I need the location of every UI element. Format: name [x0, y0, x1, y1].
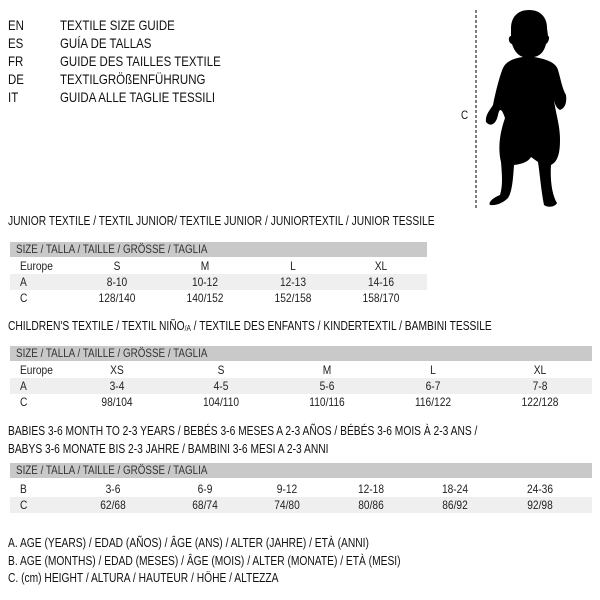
- row-shade: [10, 378, 592, 394]
- table-cell: 122/128: [521, 395, 559, 409]
- legend-item: B. AGE (MONTHS) / EDAD (MESES) / ÂGE (MO…: [8, 554, 401, 568]
- row-shade: [10, 274, 427, 290]
- table-cell: 86/92: [442, 498, 468, 512]
- table-cell: 6-9: [197, 482, 213, 496]
- table-cell: M: [322, 363, 332, 377]
- table-cell: 98/104: [101, 395, 133, 409]
- row-label: Europe: [20, 363, 53, 377]
- table-cell: 92/98: [527, 498, 553, 512]
- table-cell: S: [217, 363, 225, 377]
- lang-title: GUIDE DES TAILLES TEXTILE: [60, 53, 221, 69]
- lang-code: DE: [8, 71, 24, 87]
- lang-title: TEXTILE SIZE GUIDE: [60, 17, 175, 33]
- row-label: C: [20, 498, 28, 512]
- babies-title-line-2: BABYS 3-6 MONATE BIS 2-3 JAHRE / BAMBINI…: [8, 442, 329, 456]
- row-label: C: [20, 395, 28, 409]
- size-header-bar: SIZE / TALLA / TAILLE / GRÖSSE / TAGLIA: [10, 346, 592, 361]
- size-header-label: SIZE / TALLA / TAILLE / GRÖSSE / TAGLIA: [16, 346, 208, 360]
- children-title: CHILDREN'S TEXTILE / TEXTIL NIÑO/A / TEX…: [8, 319, 492, 333]
- table-cell: 12-18: [357, 482, 385, 496]
- table-cell: 80/86: [358, 498, 384, 512]
- row-label: C: [20, 291, 28, 305]
- table-cell: M: [200, 259, 210, 273]
- table-cell: 6-7: [425, 379, 441, 393]
- table-cell: 152/158: [274, 291, 312, 305]
- table-cell: 62/68: [100, 498, 126, 512]
- table-cell: XS: [110, 363, 124, 377]
- lang-title: GUÍA DE TALLAS: [60, 35, 152, 51]
- size-header-bar: SIZE / TALLA / TAILLE / GRÖSSE / TAGLIA: [10, 242, 427, 257]
- lang-code: IT: [8, 89, 19, 105]
- table-cell: 9-12: [276, 482, 298, 496]
- table-cell: 14-16: [367, 275, 395, 289]
- table-cell: 4-5: [213, 379, 229, 393]
- table-cell: 116/122: [414, 395, 452, 409]
- lang-title: GUIDA ALLE TAGLIE TESSILI: [60, 89, 216, 105]
- size-header-label: SIZE / TALLA / TAILLE / GRÖSSE / TAGLIA: [16, 463, 208, 477]
- table-cell: 3-6: [105, 482, 121, 496]
- size-header-label: SIZE / TALLA / TAILLE / GRÖSSE / TAGLIA: [16, 242, 208, 256]
- legend-item: A. AGE (YEARS) / EDAD (AÑOS) / ÂGE (ANS)…: [8, 536, 369, 550]
- lang-code: ES: [8, 35, 24, 51]
- table-cell: 24-36: [526, 482, 554, 496]
- table-cell: 158/170: [362, 291, 400, 305]
- row-label: B: [20, 482, 27, 496]
- table-cell: 68/74: [192, 498, 218, 512]
- legend-item: C. (cm) HEIGHT / ALTURA / HAUTEUR / HÖHE…: [8, 571, 279, 585]
- table-cell: 18-24: [441, 482, 469, 496]
- lang-code: FR: [8, 53, 24, 69]
- row-label: Europe: [20, 259, 53, 273]
- table-cell: 110/116: [309, 395, 345, 409]
- lang-title: TEXTILGRÖßENFÜHRUNG: [60, 71, 206, 87]
- junior-title: JUNIOR TEXTILE / TEXTIL JUNIOR/ TEXTILE …: [8, 214, 435, 228]
- table-cell: 12-13: [279, 275, 307, 289]
- table-cell: 128/140: [98, 291, 136, 305]
- table-cell: 10-12: [191, 275, 219, 289]
- lang-code: EN: [8, 17, 24, 33]
- table-cell: XL: [533, 363, 547, 377]
- table-cell: 8-10: [106, 275, 128, 289]
- size-header-bar: SIZE / TALLA / TAILLE / GRÖSSE / TAGLIA: [10, 463, 592, 478]
- row-shade: [10, 497, 592, 513]
- table-cell: 74/80: [274, 498, 300, 512]
- table-cell: 7-8: [532, 379, 548, 393]
- table-cell: 104/110: [202, 395, 240, 409]
- table-cell: 3-4: [109, 379, 125, 393]
- table-cell: 5-6: [319, 379, 335, 393]
- child-silhouette-icon: [475, 10, 567, 208]
- babies-title-line-1: BABIES 3-6 MONTH TO 2-3 YEARS / BEBÉS 3-…: [8, 424, 478, 438]
- table-cell: XL: [374, 259, 388, 273]
- table-cell: L: [290, 259, 296, 273]
- row-label: A: [20, 275, 27, 289]
- table-cell: L: [430, 363, 436, 377]
- table-cell: S: [113, 259, 121, 273]
- row-label: A: [20, 379, 27, 393]
- table-cell: 140/152: [186, 291, 224, 305]
- height-label: C: [461, 108, 469, 122]
